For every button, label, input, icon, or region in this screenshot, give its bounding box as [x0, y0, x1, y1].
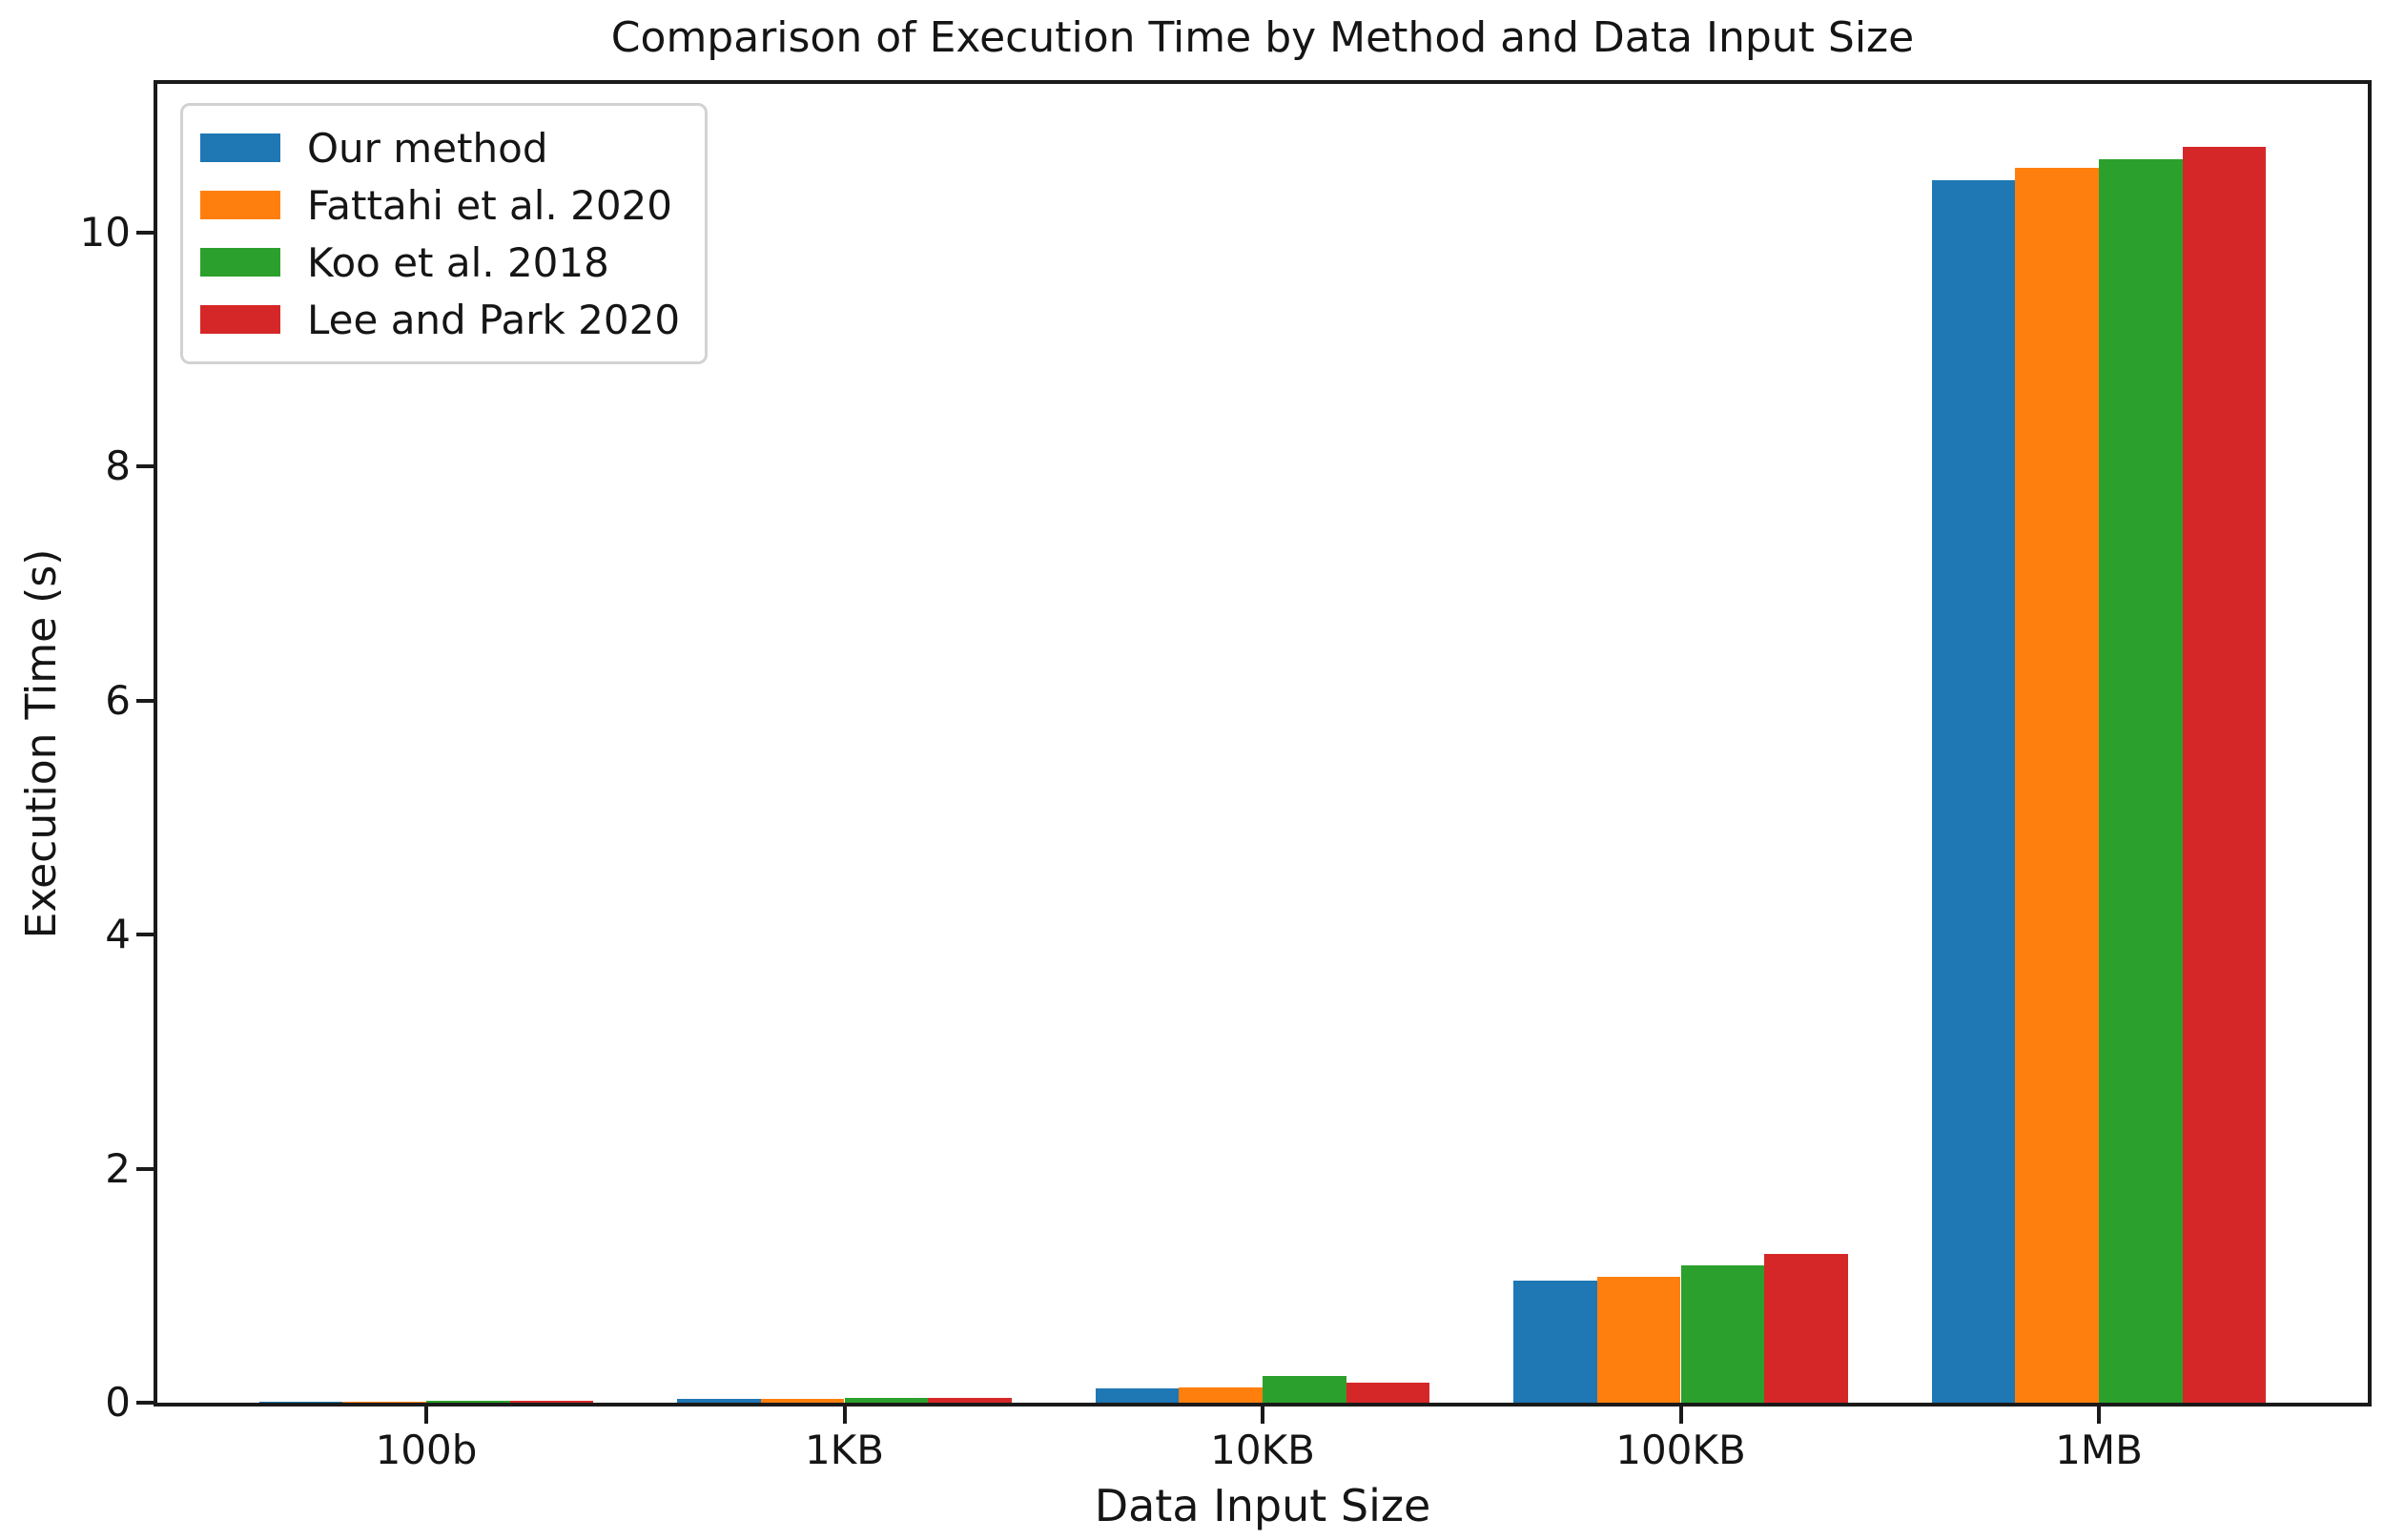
bar-fattahi-et-al-2020-1kb — [760, 1399, 845, 1403]
y-tick-mark — [136, 698, 154, 703]
bar-koo-et-al-2018-1mb — [2099, 158, 2183, 1403]
legend-item-fattahi-et-al-2020: Fattahi et al. 2020 — [200, 176, 680, 234]
legend-label: Fattahi et al. 2020 — [307, 181, 673, 229]
y-tick-label: 0 — [105, 1379, 131, 1426]
legend-swatch-icon — [200, 133, 280, 162]
bar-our-method-100kb — [1513, 1281, 1597, 1403]
chart-title: Comparison of Execution Time by Method a… — [610, 13, 1915, 62]
x-tick-label: 1KB — [804, 1427, 885, 1473]
x-axis-label: Data Input Size — [1094, 1480, 1431, 1531]
legend-swatch-icon — [200, 248, 280, 277]
y-tick-mark — [136, 464, 154, 469]
x-tick-mark — [2097, 1407, 2101, 1424]
legend-label: Koo et al. 2018 — [307, 238, 609, 286]
y-tick-label: 4 — [105, 911, 131, 958]
bar-fattahi-et-al-2020-100kb — [1596, 1276, 1681, 1403]
bar-lee-and-park-2020-100b — [509, 1400, 594, 1403]
y-tick-mark — [136, 1166, 154, 1171]
legend: Our method Fattahi et al. 2020 Koo et al. … — [180, 103, 709, 364]
x-tick-mark — [842, 1407, 847, 1424]
bar-fattahi-et-al-2020-100b — [342, 1401, 426, 1403]
y-axis-label: Execution Time (s) — [17, 548, 66, 939]
legend-item-lee-and-park-2020: Lee and Park 2020 — [200, 291, 680, 348]
bar-fattahi-et-al-2020-1mb — [2015, 168, 2099, 1403]
x-tick-label: 100b — [375, 1427, 478, 1473]
legend-swatch-icon — [200, 305, 280, 334]
legend-label: Lee and Park 2020 — [307, 296, 681, 343]
legend-item-our-method: Our method — [200, 119, 680, 176]
y-tick-mark — [136, 230, 154, 235]
x-tick-label: 1MB — [2055, 1427, 2143, 1473]
bar-lee-and-park-2020-1mb — [2182, 147, 2267, 1403]
bar-fattahi-et-al-2020-10kb — [1179, 1387, 1263, 1403]
x-tick-mark — [1678, 1407, 1683, 1424]
bar-lee-and-park-2020-1kb — [928, 1398, 1012, 1403]
y-tick-label: 10 — [79, 208, 131, 256]
legend-label: Our method — [307, 124, 548, 172]
x-tick-mark — [1261, 1407, 1264, 1424]
bar-koo-et-al-2018-100b — [426, 1400, 510, 1403]
y-tick-label: 2 — [105, 1144, 131, 1192]
bar-our-method-1kb — [677, 1399, 761, 1403]
bar-our-method-10kb — [1095, 1388, 1180, 1403]
legend-swatch-icon — [200, 191, 280, 219]
bar-our-method-100b — [258, 1401, 343, 1403]
y-tick-mark — [136, 933, 154, 937]
x-tick-label: 10KB — [1210, 1427, 1315, 1473]
y-tick-mark — [136, 1401, 154, 1405]
legend-item-koo-et-al-2018: Koo et al. 2018 — [200, 234, 680, 291]
bar-lee-and-park-2020-100kb — [1764, 1254, 1848, 1403]
bar-lee-and-park-2020-10kb — [1346, 1383, 1430, 1403]
x-tick-mark — [424, 1407, 428, 1424]
bar-koo-et-al-2018-10kb — [1263, 1375, 1346, 1403]
plot-area: Our method Fattahi et al. 2020 Koo et al. … — [154, 80, 2372, 1407]
bar-koo-et-al-2018-100kb — [1680, 1265, 1765, 1403]
bar-our-method-1mb — [1931, 179, 2016, 1403]
y-tick-label: 6 — [105, 676, 131, 724]
bar-koo-et-al-2018-1kb — [844, 1398, 929, 1403]
y-tick-label: 8 — [105, 442, 131, 490]
x-tick-label: 100KB — [1615, 1427, 1746, 1473]
